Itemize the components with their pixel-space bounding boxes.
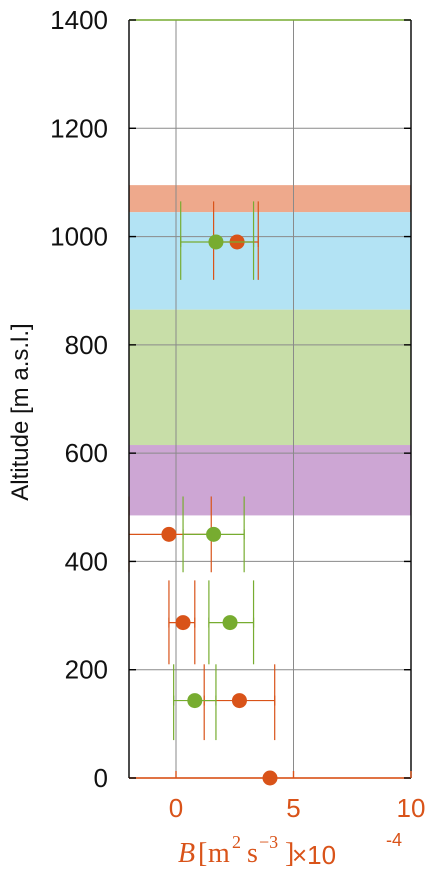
- x-tick-label-0: 0: [169, 793, 183, 823]
- x-label-unit-m: m: [208, 838, 230, 869]
- y-tick-label-7: 1400: [50, 5, 108, 35]
- x-label-symbol: B: [178, 838, 195, 869]
- series-1-point-2: [222, 615, 238, 631]
- series-0-point-2: [175, 615, 191, 631]
- y-tick-label-1: 200: [65, 655, 108, 685]
- x-label-unit-m-exp: 2: [232, 832, 241, 852]
- series-1-point-3: [187, 693, 203, 709]
- series-0-point-3: [231, 693, 247, 709]
- x-label-unit-s: s: [247, 838, 258, 869]
- y-tick-labels: 0 200 400 600 800 1000 1200 1400: [50, 5, 108, 793]
- x-label-unit-s-exp: −3: [259, 832, 278, 852]
- x-multiplier-exp: -4: [386, 830, 402, 850]
- series-1: [173, 201, 255, 741]
- y-tick-label-0: 0: [94, 763, 108, 793]
- x-axis-label: B [ m 2 s −3 ] ×10 -4: [178, 830, 402, 870]
- x-label-bracket-close: ]: [285, 838, 294, 869]
- y-tick-label-3: 600: [65, 438, 108, 468]
- x-label-bracket-open: [: [198, 838, 207, 869]
- y-axis-label: Altitude [m a.s.l.]: [7, 323, 34, 500]
- x-tick-label-2: 10: [397, 793, 426, 823]
- band-0: [129, 185, 411, 213]
- x-tick-labels: 0 5 10: [169, 793, 426, 823]
- x-tick-label-1: 5: [286, 793, 300, 823]
- band-3: [129, 445, 411, 516]
- y-tick-label-2: 400: [65, 546, 108, 576]
- series-1-point-1: [206, 526, 222, 542]
- y-tick-label-6: 1200: [50, 113, 108, 143]
- axes: [128, 19, 412, 779]
- altitude-bands: [129, 185, 411, 516]
- y-tick-label-4: 800: [65, 330, 108, 360]
- band-2: [129, 309, 411, 446]
- series-1-point-0: [208, 234, 224, 250]
- series-0-point-1: [161, 526, 177, 542]
- y-tick-label-5: 1000: [50, 222, 108, 252]
- x-multiplier: ×10: [292, 840, 336, 870]
- band-1: [129, 212, 411, 310]
